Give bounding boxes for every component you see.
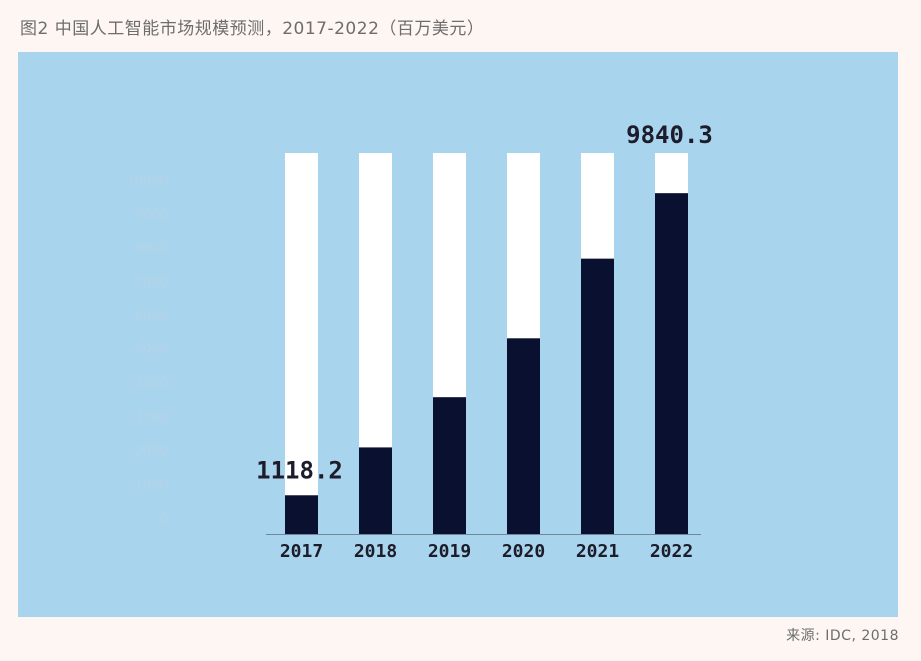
y-tick-label: 1000: [135, 478, 168, 493]
y-tick-label: 9000: [135, 208, 168, 223]
y-tick-label: 7000: [135, 275, 168, 290]
x-tick-label: 2022: [650, 541, 693, 562]
y-tick-label: 10000: [127, 174, 168, 189]
y-tick-label: 2000: [135, 444, 168, 459]
y-tick-label: 6000: [135, 309, 168, 324]
chart-panel: 0 1000 2000 3000 4000 5000 6000 7000 8000 9000 100…: [18, 52, 898, 617]
y-tick-label: 4000: [135, 377, 168, 392]
x-tick-label: 2021: [576, 541, 619, 562]
x-tick-label: 2018: [354, 541, 397, 562]
y-tick-label: 3000: [135, 411, 168, 426]
data-label: 9840.3: [626, 121, 713, 149]
bar: [507, 338, 540, 534]
source-note: 来源: IDC, 2018: [786, 628, 899, 644]
y-tick-label: 8000: [135, 242, 168, 257]
x-tick-label: 2019: [428, 541, 471, 562]
bar-track: [285, 153, 318, 534]
data-label: 1118.2: [256, 456, 343, 484]
y-tick-label: 5000: [135, 343, 168, 358]
bar: [359, 447, 392, 534]
bar-chart: 0 1000 2000 3000 4000 5000 6000 7000 8000 9000 100…: [127, 121, 713, 562]
bar: [655, 193, 688, 534]
bar: [581, 258, 614, 534]
bar: [433, 397, 466, 534]
y-tick-label: 0: [160, 512, 168, 527]
x-tick-label: 2017: [280, 541, 323, 562]
x-tick-label: 2020: [502, 541, 545, 562]
figure-title: 图2 中国人工智能市场规模预测，2017-2022（百万美元）: [20, 19, 485, 39]
bar: [285, 495, 318, 534]
